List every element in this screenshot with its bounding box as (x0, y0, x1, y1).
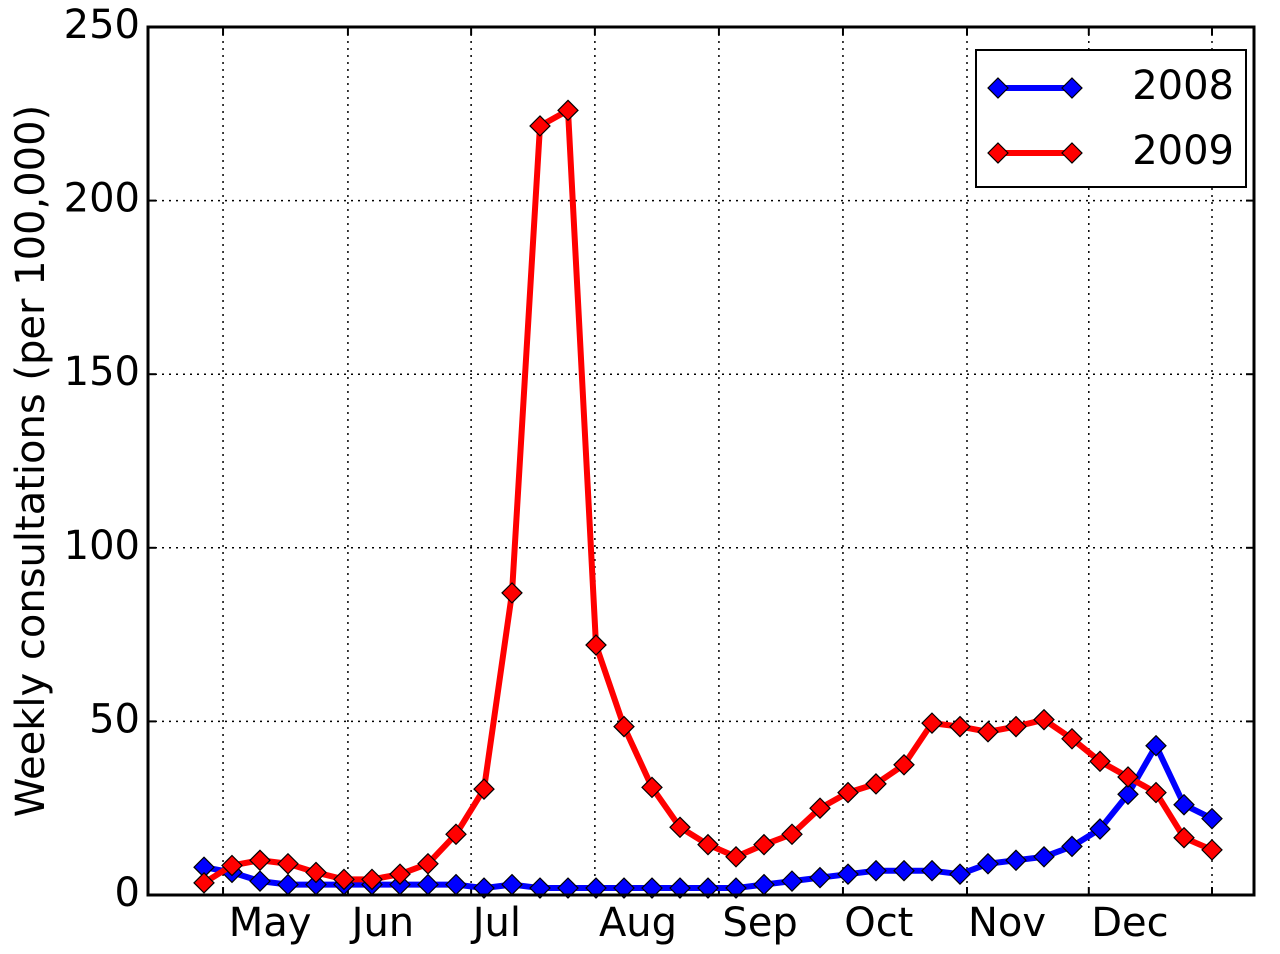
x-tick-label: May (229, 900, 312, 946)
marker (305, 861, 327, 884)
marker (417, 852, 439, 875)
marker (697, 877, 719, 899)
y-tick-label: 150 (64, 349, 140, 395)
marker (1005, 715, 1027, 738)
marker (473, 778, 495, 800)
line (202, 107, 1214, 886)
marker (1145, 781, 1167, 804)
marker (333, 868, 355, 891)
marker (753, 873, 775, 896)
marker (725, 845, 747, 868)
x-tick-label: Sep (722, 900, 797, 946)
marker (781, 823, 803, 846)
legend-marker (1061, 77, 1083, 99)
series (193, 99, 1223, 894)
legend-marker (1061, 142, 1083, 164)
marker (893, 859, 915, 882)
marker (529, 115, 551, 137)
marker (1005, 849, 1027, 872)
marker (613, 877, 635, 899)
legend-box (975, 49, 1247, 188)
marker (977, 852, 999, 875)
x-tick-label: Aug (599, 900, 677, 946)
marker (641, 776, 663, 799)
marker (669, 816, 691, 839)
marker (753, 833, 775, 856)
marker (529, 877, 551, 899)
marker (1033, 708, 1055, 731)
y-tick-label: 250 (64, 2, 140, 48)
marker (1117, 766, 1139, 788)
y-tick-label: 200 (64, 176, 140, 222)
marker (781, 870, 803, 892)
marker (669, 877, 691, 899)
marker (501, 873, 523, 896)
marker (585, 634, 607, 656)
marker (557, 877, 579, 899)
marker (1089, 750, 1111, 773)
marker (1089, 818, 1111, 840)
marker (837, 863, 859, 886)
marker (809, 797, 831, 820)
legend-marker (987, 77, 1009, 99)
marker (697, 833, 719, 856)
marker (193, 871, 215, 894)
marker (557, 99, 579, 122)
marker (921, 712, 943, 734)
legend-label: 2009 (1132, 128, 1234, 174)
marker (501, 582, 523, 604)
marker (277, 852, 299, 875)
marker (725, 877, 747, 899)
marker (445, 873, 467, 896)
marker (921, 859, 943, 882)
y-axis-label: Weekly consultations (per 100,000) (8, 105, 54, 817)
legend-label: 2008 (1132, 63, 1234, 109)
marker (1033, 845, 1055, 868)
marker (865, 773, 887, 795)
marker (221, 854, 243, 877)
marker (585, 877, 607, 899)
marker (277, 873, 299, 896)
marker (249, 849, 271, 872)
marker (249, 870, 271, 892)
marker (389, 863, 411, 886)
marker (1145, 734, 1167, 757)
y-tick-label: 50 (89, 696, 140, 742)
legend: 2008 2009 (975, 49, 1247, 188)
marker (641, 877, 663, 899)
plot-frame (146, 25, 1256, 897)
y-tick-label: 100 (64, 523, 140, 569)
marker (1061, 727, 1083, 750)
marker (809, 866, 831, 889)
marker (445, 823, 467, 846)
marker (613, 715, 635, 738)
marker (949, 863, 971, 886)
marker (977, 720, 999, 743)
x-tick-label: Oct (844, 900, 913, 946)
marker (1201, 807, 1223, 830)
marker (949, 715, 971, 738)
marker (473, 877, 495, 899)
marker (893, 753, 915, 776)
line (203, 742, 1214, 892)
marker (1117, 783, 1139, 806)
marker (417, 873, 439, 896)
marker (837, 781, 859, 804)
x-tick-label: Jul (470, 900, 521, 946)
legend-marker (987, 142, 1009, 164)
marker (1061, 835, 1083, 858)
marker (865, 859, 887, 882)
x-tick-label: Jun (349, 900, 415, 946)
x-tick-label: Dec (1091, 900, 1168, 946)
marker (1173, 826, 1195, 849)
marker (1201, 839, 1223, 861)
marker (1173, 793, 1195, 816)
y-tick-label: 0 (115, 870, 140, 916)
marker (361, 868, 383, 891)
x-tick-label: Nov (968, 900, 1046, 946)
